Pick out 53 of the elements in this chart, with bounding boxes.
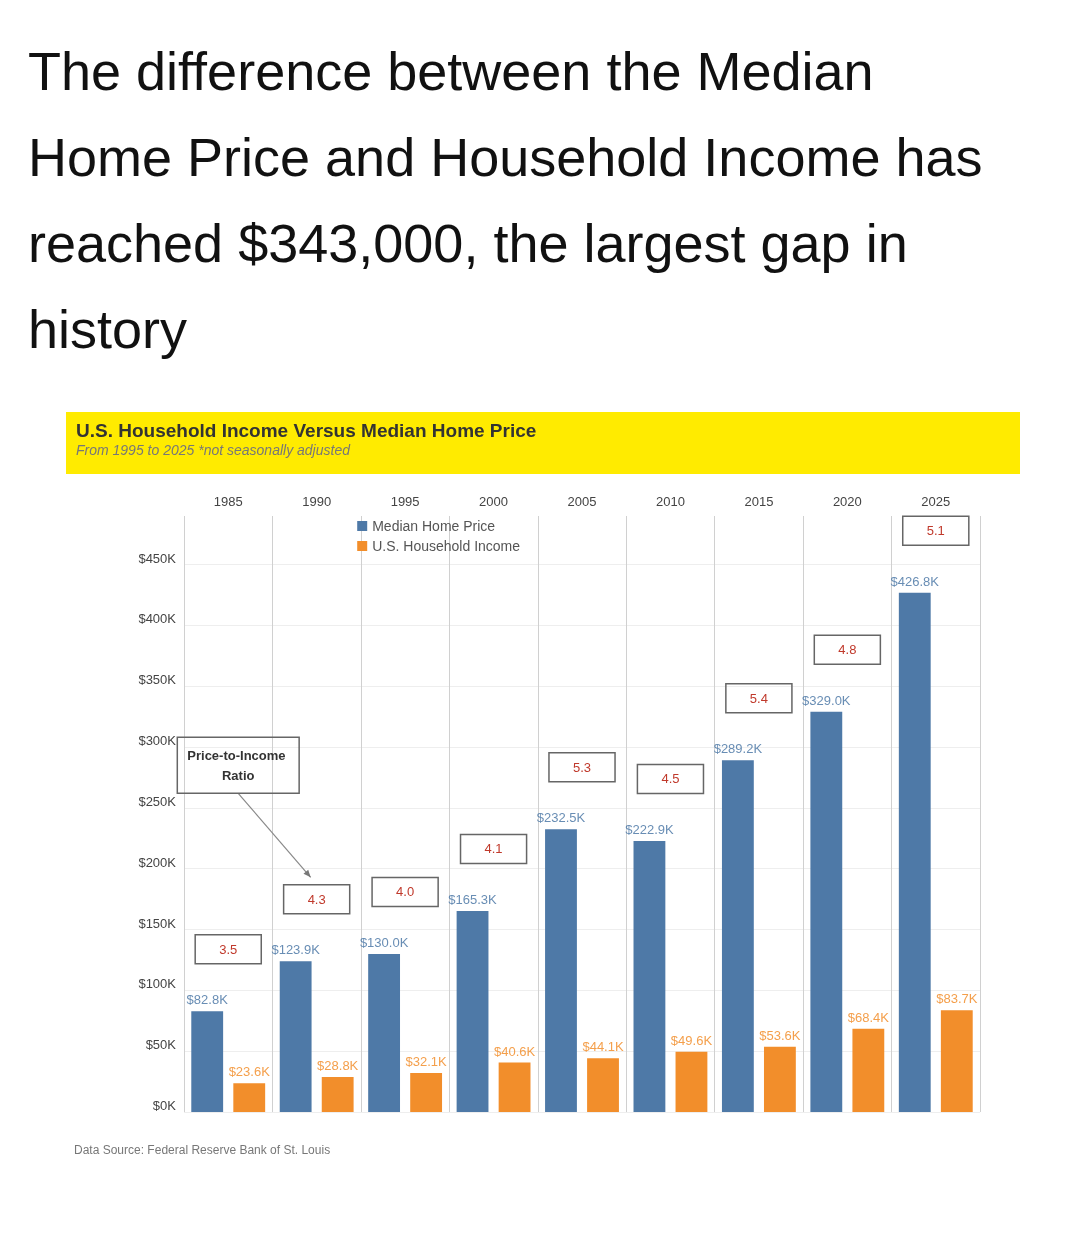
y-tick-label: $450K [138, 550, 177, 566]
data-label: $23.6K [228, 1064, 271, 1080]
annotation: 4.8 [838, 642, 857, 658]
annotation: 4.5 [661, 771, 680, 787]
annotation: 4.0 [396, 884, 415, 900]
annotation: 4.3 [307, 891, 326, 907]
data-label: $40.6K [493, 1043, 536, 1059]
x-tick-label: 2015 [744, 494, 774, 509]
annotation: 5.3 [572, 759, 592, 775]
annotation: 5.4 [749, 690, 768, 706]
annotation: 3.5 [219, 941, 238, 957]
data-label: $68.4K [847, 1009, 890, 1025]
annotation: Price-to-Income Ratio [187, 747, 290, 783]
data-label: $123.9K [271, 942, 321, 958]
source-note: Data Source: Federal Reserve Bank of St. Louis [74, 1143, 331, 1157]
data-label: $232.5K [536, 810, 586, 826]
y-tick-label: $100K [138, 976, 177, 992]
legend-label: Median Home Price [372, 518, 496, 534]
data-label: $289.2K [713, 741, 763, 757]
text: From 1995 to 2025 *not seasonally adjusted [76, 442, 352, 458]
x-tick-label: 1995 [390, 494, 420, 509]
data-label: $32.1K [405, 1053, 448, 1069]
x-tick-label: 1990 [302, 494, 332, 509]
y-tick-label: $400K [138, 611, 177, 627]
data-label: $82.8K [186, 992, 229, 1008]
legend-label: U.S. Household Income [372, 538, 521, 554]
data-label: $83.7K [936, 991, 978, 1007]
data-label: $49.6K [670, 1032, 713, 1048]
y-tick-label: $50K [145, 1037, 177, 1053]
y-tick-label: $250K [138, 793, 177, 809]
data-label: $28.8K [317, 1057, 359, 1073]
data-label: $130.0K [359, 934, 409, 950]
data-label: $329.0K [802, 692, 851, 708]
x-tick-label: 2010 [655, 494, 685, 509]
x-tick-label: 2000 [479, 494, 509, 509]
y-tick-label: $300K [138, 733, 177, 749]
data-label: $165.3K [448, 891, 498, 907]
x-tick-label: 2025 [921, 494, 951, 509]
y-tick-label: $350K [138, 672, 177, 688]
x-tick-label: 2005 [567, 494, 597, 509]
y-tick-label: $200K [138, 854, 177, 870]
data-label: $53.6K [759, 1027, 801, 1043]
data-label: $44.1K [582, 1039, 624, 1055]
data-label: $222.9K [625, 821, 674, 837]
y-tick-label: $0K [152, 1098, 177, 1113]
chart-subtitle: U.S. Household Income Versus Median Home Price [76, 420, 538, 442]
x-tick-label: 1985 [213, 494, 243, 509]
chart-title: The difference between the Median Home Price and Household Income has reached $343,000, the largest gap in history [27, 40, 984, 361]
annotation: 4.1 [484, 841, 503, 857]
y-tick-label: $150K [138, 915, 177, 931]
data-label: $426.8K [890, 573, 940, 589]
x-tick-label: 2020 [832, 494, 862, 509]
annotation: 5.1 [926, 523, 945, 539]
